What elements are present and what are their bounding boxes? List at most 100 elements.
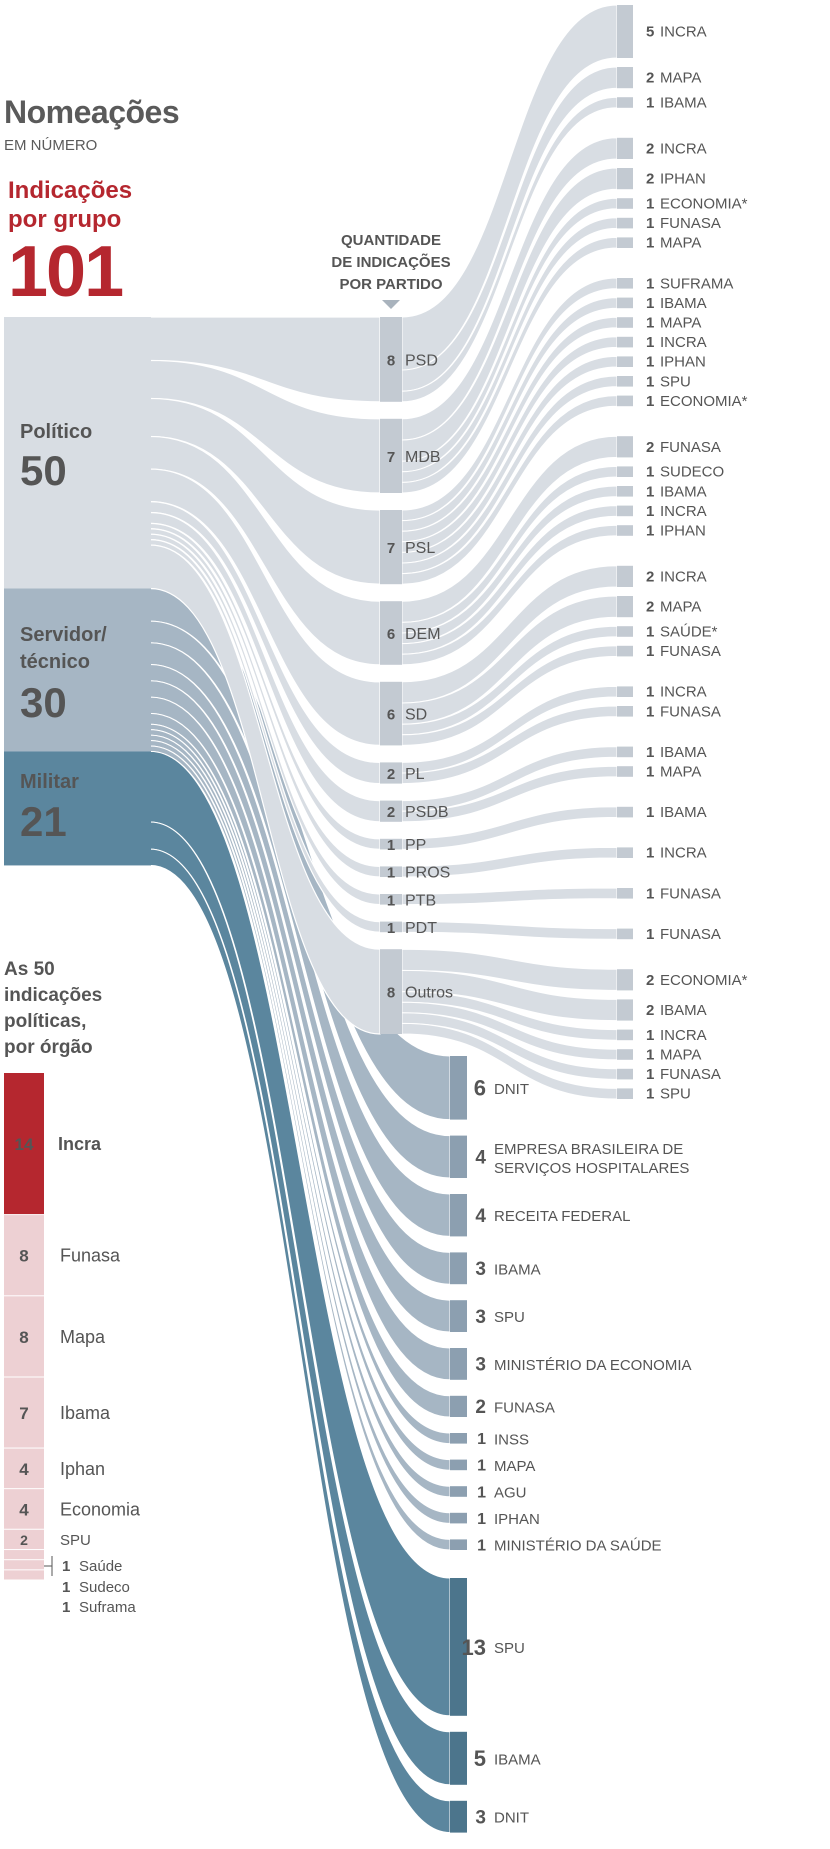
agency-node [617,376,633,387]
agency-count: 1 [477,1537,486,1554]
agency-bar-value: 8 [19,1247,28,1266]
agency-node [617,5,633,58]
party-node [380,800,402,822]
agency-node [617,888,633,899]
agency-name: SPU [494,1640,525,1657]
agency-count: 1 [646,1027,654,1044]
servidor-agency-node [450,1300,467,1332]
flow-politico-MDB [149,359,381,494]
agency-node [617,466,633,477]
agency-name: IPHAN [660,523,706,540]
flow-party-to-agency [401,96,618,403]
agency-name: MAPA [660,599,701,616]
agency-count: 1 [646,744,654,761]
agency-count: 1 [646,1047,654,1064]
group-label: Servidor/ [20,624,107,646]
party-name: PSL [405,540,435,557]
party-header-line: QUANTIDADE [341,232,441,249]
agency-node [617,317,633,328]
agency-name: MAPA [660,764,701,781]
servidor-agency-node [450,1252,467,1285]
agency-name: IBAMA [660,804,707,821]
party-count: 8 [387,985,395,1002]
agency-node [617,706,633,717]
agency-count: 1 [646,315,654,332]
agency-name: IBAMA [660,744,707,761]
agency-count: 1 [646,684,654,701]
agency-name: IPHAN [660,354,706,371]
agency-node [617,806,633,818]
agency-count: 1 [646,275,654,292]
militar-agency-node [450,1578,467,1716]
flow-servidor-to-agency [149,734,451,1498]
party-name: PDT [405,920,437,937]
page-title: Nomeações [4,94,180,130]
flow-party-to-agency [401,921,618,940]
agency-count: 1 [646,464,654,481]
agency-name: IBAMA [660,95,707,112]
agency-name: FUNASA [494,1399,555,1416]
agency-bar-value: 2 [20,1532,28,1548]
flow-militar-to-agency [149,750,451,1717]
agency-node [617,1068,633,1080]
agency-bar-value: 8 [19,1328,28,1347]
agency-bar-value: 1 [62,1579,70,1596]
party-node [380,921,402,933]
servidor-agency-node [450,1539,467,1550]
agency-node [617,626,633,637]
militar-agency-node [450,1800,467,1833]
agency-bar [4,1529,44,1550]
agency-node [617,565,633,587]
agency-name: INCRA [660,568,707,585]
agency-name: MAPA [494,1458,535,1475]
agency-count: 3 [475,1808,486,1829]
agency-name: IBAMA [494,1751,541,1768]
agency-count: 2 [646,1002,654,1019]
flow-party-to-agency [401,746,618,812]
agency-count: 1 [477,1431,486,1448]
agency-count: 5 [646,24,654,41]
party-name: DEM [405,626,441,643]
agency-node [617,596,633,618]
agency-node [617,766,633,777]
agency-name: DNIT [494,1081,529,1098]
agency-name: INCRA [660,684,707,701]
group-value: 30 [20,679,67,726]
agency-bar [4,1489,44,1529]
flow-servidor-to-agency [149,664,451,1285]
agency-count: 1 [646,373,654,390]
party-node [380,510,402,585]
flow-party-to-agency [401,1001,618,1061]
agency-bar [4,1073,44,1215]
agency-bar-name: Incra [58,1134,102,1154]
agency-count: 1 [646,926,654,943]
party-name: Outros [405,985,453,1002]
party-node [380,838,402,850]
group-block-politico [4,317,151,589]
agency-name: DNIT [494,1810,529,1827]
agency-node [617,969,633,991]
agency-name: SAÚDE* [660,624,718,641]
agency-bar-name: Funasa [60,1246,121,1266]
agency-count: 1 [477,1484,486,1501]
agency-node [617,847,633,858]
nodes [4,5,633,1833]
agency-name: ECONOMIA* [660,393,748,410]
agency-count: 2 [646,140,654,157]
agency-count: 3 [475,1355,486,1376]
agency-bar-value: 4 [19,1500,29,1519]
agency-bar-name: Ibama [60,1403,111,1423]
agency-name: FUNASA [660,643,721,660]
agency-count: 2 [646,972,654,989]
party-count: 1 [387,920,395,937]
agency-name: FUNASA [660,439,721,456]
agency-bar [4,1550,44,1560]
agency-count: 1 [646,1066,654,1083]
servidor-agency-node [450,1135,467,1178]
flow-servidor-to-agency [149,696,451,1381]
party-name: SD [405,707,427,724]
bracket-line [44,1556,53,1576]
party-count: 6 [387,707,395,724]
agency-name: INCRA [660,503,707,520]
agency-count: 1 [646,295,654,312]
